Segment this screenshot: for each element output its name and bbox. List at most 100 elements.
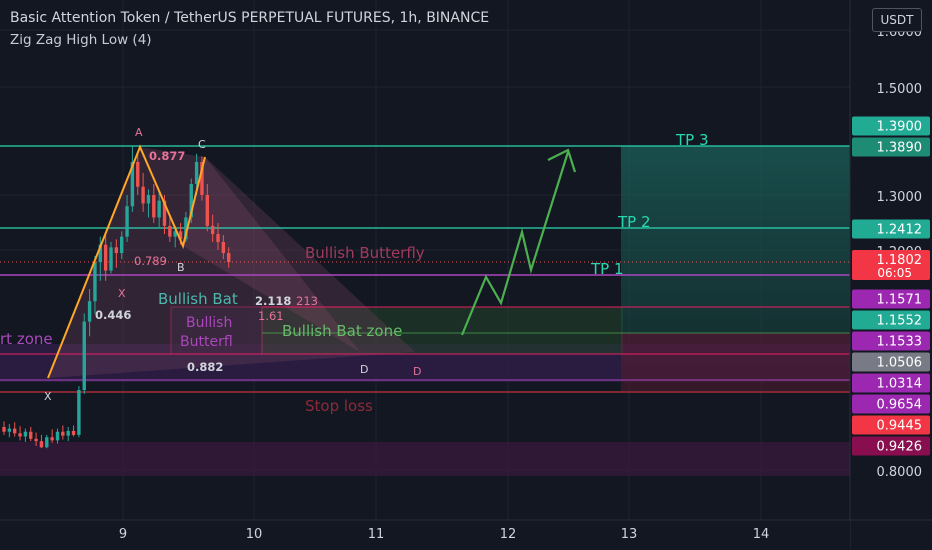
point-c-label: C [198, 138, 206, 151]
point-x2-label: X [44, 390, 52, 403]
point-a-label: A [135, 126, 143, 139]
butterfly-zone-label-1: Bullish [186, 315, 232, 331]
point-b-label: B [177, 261, 185, 274]
price-label-text: 0.9445 [877, 419, 923, 434]
point-d1-label: D [360, 363, 368, 376]
candle-body [125, 206, 129, 237]
price-label-countdown: 06:05 [877, 266, 912, 280]
candle-body [29, 431, 33, 439]
ratio-0446: 0.446 [95, 308, 131, 322]
candle-body [200, 161, 204, 195]
price-label-badge [852, 331, 930, 351]
price-tick-label: 1.3000 [877, 190, 923, 205]
price-label-text: 0.9654 [877, 398, 923, 413]
candle-body [136, 161, 140, 187]
candle-body [141, 186, 145, 204]
candle-body [103, 244, 108, 271]
candle-body [82, 321, 86, 391]
left-zone-label: rt zone [0, 330, 53, 348]
price-label-text: 1.3900 [877, 120, 923, 135]
candle-body [189, 183, 193, 218]
candles-group [2, 146, 231, 449]
candle-body [98, 244, 102, 263]
candle-body [227, 253, 231, 263]
price-label-badge [852, 352, 930, 372]
butterfly-zone-label-2: Butterfl [180, 334, 233, 350]
time-axis-bg[interactable] [0, 520, 850, 550]
ratio-0877: 0.877 [149, 149, 185, 163]
candle-body [50, 437, 54, 441]
candle-body [71, 430, 76, 435]
candle-body [216, 233, 220, 242]
candle-body [109, 247, 113, 271]
price-label-text: 1.2412 [877, 223, 923, 238]
price-tick-label: 1.5000 [877, 82, 923, 97]
time-tick-label: 11 [368, 527, 385, 542]
candle-body [221, 241, 226, 254]
point-d2-label: D [413, 365, 421, 378]
price-label-badge [852, 116, 930, 136]
price-tick-label: 0.8000 [877, 465, 923, 480]
indicator-label[interactable]: Zig Zag High Low (4) [10, 32, 152, 48]
price-label-badge [852, 415, 930, 435]
price-label-badge [852, 289, 930, 309]
chart-title: Basic Attention Token / TetherUS PERPETU… [10, 10, 490, 26]
price-label-badge [852, 137, 930, 157]
ratio-161: 1.61 [258, 309, 284, 323]
ratio-2118: 2.118 [255, 294, 291, 308]
candle-body [114, 247, 119, 254]
currency-button[interactable]: USDT [872, 8, 922, 32]
price-label-badge [852, 373, 930, 393]
candle-body [13, 428, 17, 434]
candle-body [23, 431, 28, 437]
zigzag-line [47, 144, 206, 379]
bullish-butterfly-label: Bullish Butterfly [305, 244, 425, 262]
time-tick-label: 10 [246, 527, 263, 542]
ratio-0789: 0.789 [134, 254, 167, 268]
ratio-213: 213 [296, 294, 318, 308]
price-label-text: 1.0314 [877, 377, 923, 392]
point-x1-label: X [118, 287, 126, 300]
bottom-zone [0, 442, 850, 476]
candle-body [120, 236, 124, 254]
candle-body [168, 225, 172, 237]
bullish-bat-label: Bullish Bat [158, 290, 238, 308]
price-label-badge [852, 394, 930, 414]
price-label-badge [852, 436, 930, 456]
candle-body [45, 437, 49, 448]
candle-body [173, 231, 177, 237]
price-label-text: 1.1552 [877, 314, 923, 329]
candle-body [210, 225, 215, 234]
price-label-text: 1.0506 [877, 356, 923, 371]
price-label-badge [852, 219, 930, 239]
candle-body [157, 200, 161, 218]
candle-body [205, 195, 209, 226]
price-label-text: 1.1533 [877, 335, 923, 350]
price-label-badge [852, 250, 930, 280]
target-zone [621, 146, 850, 333]
candle-body [184, 217, 188, 240]
tp2-label: TP 2 [617, 213, 651, 231]
candle-body [34, 438, 38, 442]
candle-body [178, 231, 183, 240]
time-tick-label: 12 [500, 527, 517, 542]
time-tick-label: 14 [753, 527, 770, 542]
ratio-0882: 0.882 [187, 360, 223, 374]
candle-body [2, 427, 6, 432]
candle-body [55, 431, 60, 441]
tp1-label: TP 1 [590, 260, 624, 278]
bullish-bat-zone-label: Bullish Bat zone [282, 322, 402, 340]
candle-body [87, 301, 92, 322]
candle-body [18, 433, 22, 437]
time-axis-ticks: 9 10 11 12 13 14 [119, 527, 769, 542]
candle-body [146, 195, 151, 204]
stop-zone [621, 333, 850, 391]
forecast-arrowhead [547, 148, 577, 173]
candle-body [152, 195, 156, 218]
candle-body [39, 441, 44, 448]
time-tick-label: 9 [119, 527, 127, 542]
candle-body [93, 262, 97, 302]
price-label-badge [852, 310, 930, 330]
candle-body [162, 200, 167, 226]
